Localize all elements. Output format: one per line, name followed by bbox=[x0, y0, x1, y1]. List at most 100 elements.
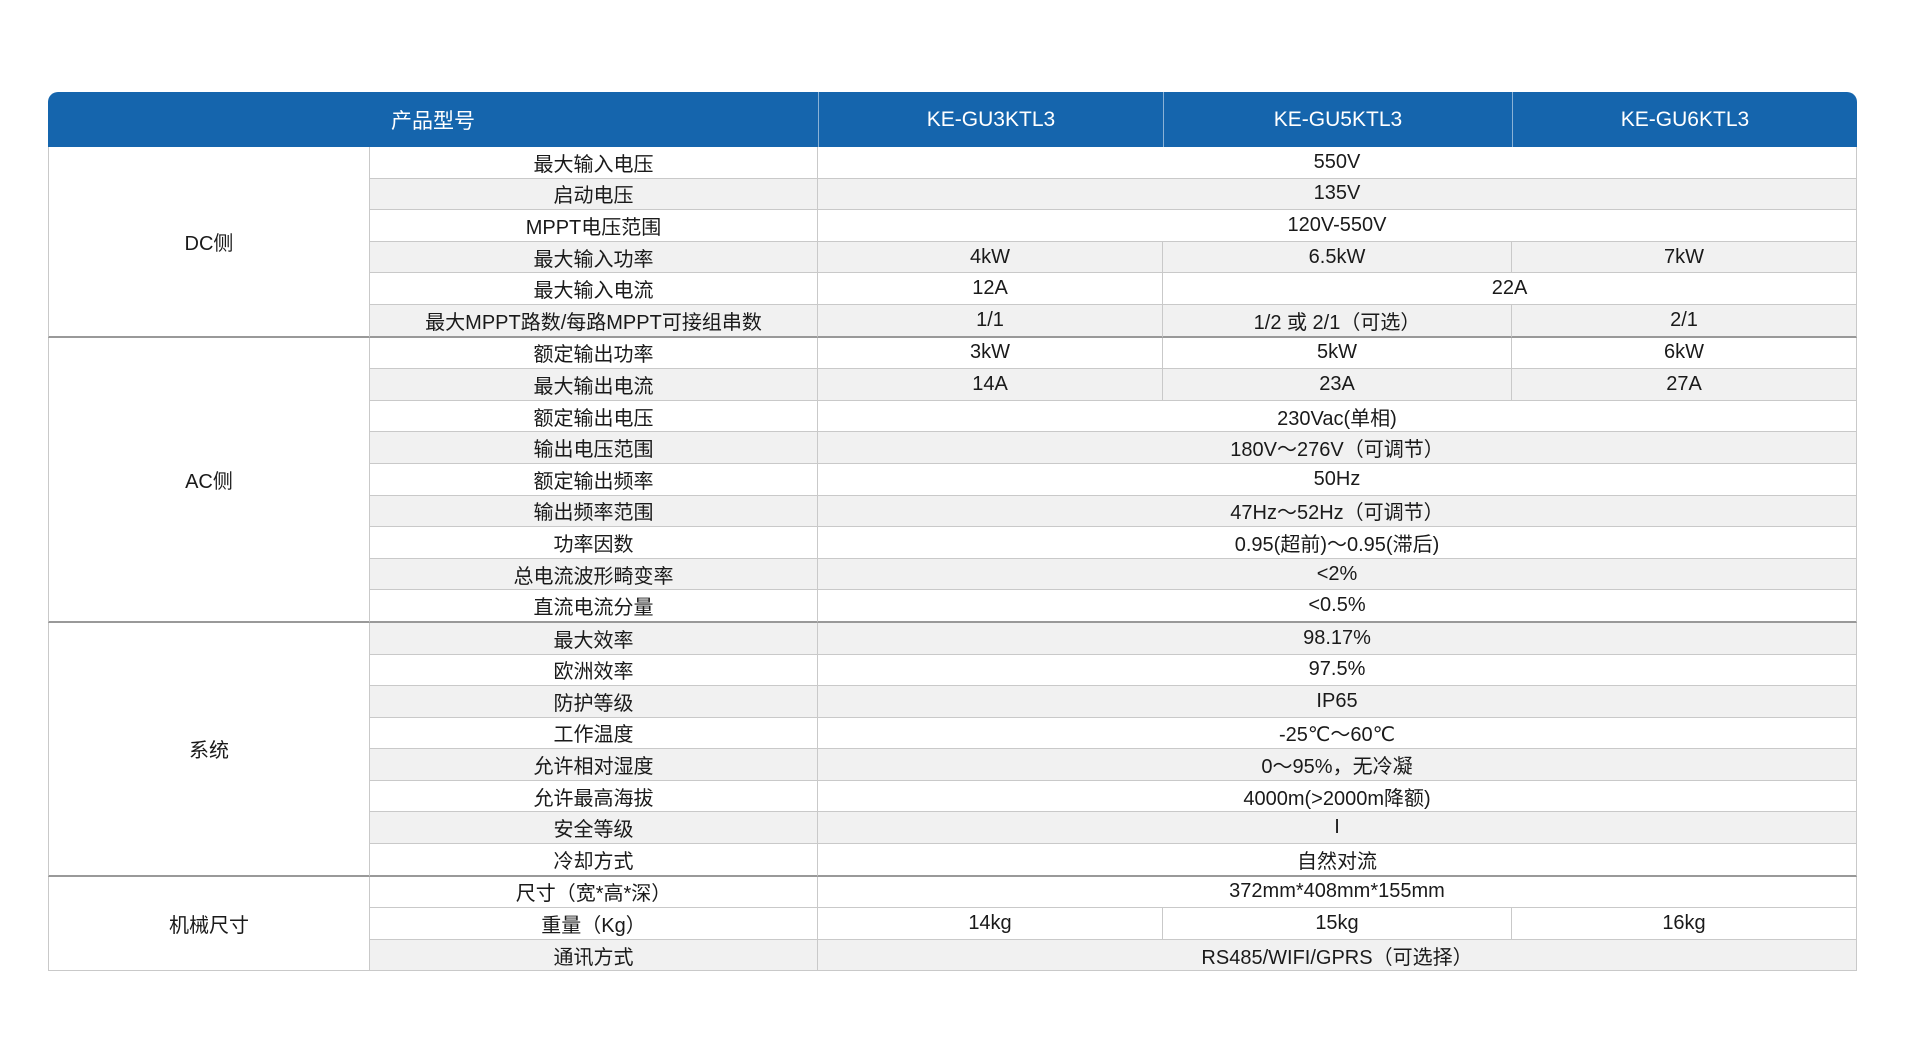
table-row: 系统 最大效率 98.17% bbox=[48, 622, 1857, 877]
value-cell: 230Vac(单相) bbox=[818, 400, 1857, 433]
table-row: AC侧 额定输出功率 3kW 5kW 6kW bbox=[48, 337, 1857, 623]
table-row: 通讯方式 RS485/WIFI/GPRS（可选择） bbox=[48, 939, 1857, 972]
value-cell: 120V-550V bbox=[818, 210, 1857, 242]
table-row: 最大输出电流 14A 23A 27A bbox=[48, 369, 1857, 401]
section-label: 机械尺寸 bbox=[48, 876, 370, 972]
value-cell: 135V bbox=[818, 178, 1857, 211]
section-label: DC侧 bbox=[48, 147, 370, 338]
param-label: 功率因数 bbox=[370, 527, 818, 559]
table-row: 允许最高海拔 4000m(>2000m降额) bbox=[48, 780, 1857, 813]
param-label: 最大输入功率 bbox=[370, 241, 818, 274]
param-label: 额定输出电压 bbox=[370, 400, 818, 433]
table-row: 最大输入功率 4kW 6.5kW 7kW bbox=[48, 241, 1857, 274]
section-label: AC侧 bbox=[48, 337, 370, 623]
table-row: 直流电流分量 <0.5% bbox=[48, 590, 1857, 623]
param-label: 允许最高海拔 bbox=[370, 780, 818, 813]
param-label: 欧洲效率 bbox=[370, 654, 818, 687]
value-cell: 47Hz～52Hz（可调节） bbox=[818, 495, 1857, 528]
param-label: 允许相对湿度 bbox=[370, 749, 818, 781]
table-row: 最大输入电流 12A 22A bbox=[48, 273, 1857, 305]
param-label: 直流电流分量 bbox=[370, 590, 818, 623]
value-cell: 3kW bbox=[818, 337, 1163, 370]
value-cell: 23A bbox=[1163, 369, 1512, 401]
value-cell: 16kg bbox=[1512, 908, 1857, 940]
table-row: MPPT电压范围 120V-550V bbox=[48, 210, 1857, 242]
value-cell: -25℃～60℃ bbox=[818, 717, 1857, 750]
param-label: 总电流波形畸变率 bbox=[370, 558, 818, 591]
value-cell: 5kW bbox=[1163, 337, 1512, 370]
param-label: 重量（Kg） bbox=[370, 908, 818, 940]
param-label: 尺寸（宽*高*深） bbox=[370, 876, 818, 909]
value-cell: IP65 bbox=[818, 686, 1857, 718]
table-row: 欧洲效率 97.5% bbox=[48, 654, 1857, 687]
table-row: 工作温度 -25℃～60℃ bbox=[48, 717, 1857, 750]
spec-table: 产品型号 KE-GU3KTL3 KE-GU5KTL3 KE-GU6KTL3 DC… bbox=[48, 92, 1857, 972]
param-label: 最大输入电压 bbox=[370, 147, 818, 179]
table-row: 启动电压 135V bbox=[48, 178, 1857, 211]
value-cell: 550V bbox=[818, 147, 1857, 179]
param-label: 最大MPPT路数/每路MPPT可接组串数 bbox=[370, 304, 818, 338]
value-cell: 4000m(>2000m降额) bbox=[818, 780, 1857, 813]
table-row: 功率因数 0.95(超前)～0.95(滞后) bbox=[48, 527, 1857, 559]
param-label: 安全等级 bbox=[370, 812, 818, 845]
table-row: 安全等级 I bbox=[48, 812, 1857, 845]
value-cell: 27A bbox=[1512, 369, 1857, 401]
table-row: 冷却方式 自然对流 bbox=[48, 844, 1857, 877]
value-cell: 98.17% bbox=[818, 622, 1857, 655]
value-cell: RS485/WIFI/GPRS（可选择） bbox=[818, 939, 1857, 972]
value-cell: 14kg bbox=[818, 908, 1163, 940]
value-cell: 1/1 bbox=[818, 304, 1163, 338]
model-header-ke-gu3ktl3: KE-GU3KTL3 bbox=[818, 92, 1163, 147]
value-cell: 2/1 bbox=[1512, 304, 1857, 338]
model-header-ke-gu6ktl3: KE-GU6KTL3 bbox=[1512, 92, 1857, 147]
param-label: 最大输出电流 bbox=[370, 369, 818, 401]
param-label: 通讯方式 bbox=[370, 939, 818, 972]
table-row: 最大MPPT路数/每路MPPT可接组串数 1/1 1/2 或 2/1（可选） 2/1 bbox=[48, 304, 1857, 338]
value-cell: 12A bbox=[818, 273, 1163, 305]
value-cell: 0～95%，无冷凝 bbox=[818, 749, 1857, 781]
value-cell: 0.95(超前)～0.95(滞后) bbox=[818, 527, 1857, 559]
value-cell: I bbox=[818, 812, 1857, 845]
param-label: 最大输入电流 bbox=[370, 273, 818, 305]
value-cell: 97.5% bbox=[818, 654, 1857, 687]
header-row: 产品型号 KE-GU3KTL3 KE-GU5KTL3 KE-GU6KTL3 bbox=[48, 92, 1857, 147]
spec-table-body: DC侧 最大输入电压 550V 启动电压 135V MPPT电压范围 120V-550V 最大… bbox=[48, 147, 1857, 972]
table-row: 输出电压范围 180V～276V（可调节） bbox=[48, 432, 1857, 464]
value-cell: 15kg bbox=[1163, 908, 1512, 940]
param-label: 工作温度 bbox=[370, 717, 818, 750]
table-row: 重量（Kg） 14kg 15kg 16kg bbox=[48, 908, 1857, 940]
table-row: 允许相对湿度 0～95%，无冷凝 bbox=[48, 749, 1857, 781]
value-cell: <0.5% bbox=[818, 590, 1857, 623]
table-row: 额定输出频率 50Hz bbox=[48, 463, 1857, 496]
value-cell: 180V～276V（可调节） bbox=[818, 432, 1857, 464]
spec-table-container: 产品型号 KE-GU3KTL3 KE-GU5KTL3 KE-GU6KTL3 DC… bbox=[48, 92, 1857, 972]
param-label: 额定输出功率 bbox=[370, 337, 818, 370]
product-model-header: 产品型号 bbox=[48, 92, 818, 147]
section-label: 系统 bbox=[48, 622, 370, 877]
value-cell: 1/2 或 2/1（可选） bbox=[1163, 304, 1512, 338]
value-cell: 14A bbox=[818, 369, 1163, 401]
param-label: 额定输出频率 bbox=[370, 463, 818, 496]
value-cell: 4kW bbox=[818, 241, 1163, 274]
param-label: 最大效率 bbox=[370, 622, 818, 655]
param-label: 冷却方式 bbox=[370, 844, 818, 877]
param-label: 启动电压 bbox=[370, 178, 818, 211]
value-cell: 7kW bbox=[1512, 241, 1857, 274]
param-label: 输出电压范围 bbox=[370, 432, 818, 464]
param-label: 防护等级 bbox=[370, 686, 818, 718]
value-cell: 6.5kW bbox=[1163, 241, 1512, 274]
table-row: DC侧 最大输入电压 550V bbox=[48, 147, 1857, 338]
table-row: 额定输出电压 230Vac(单相) bbox=[48, 400, 1857, 433]
value-cell: 6kW bbox=[1512, 337, 1857, 370]
param-label: MPPT电压范围 bbox=[370, 210, 818, 242]
table-row: 输出频率范围 47Hz～52Hz（可调节） bbox=[48, 495, 1857, 528]
value-cell: 自然对流 bbox=[818, 844, 1857, 877]
table-row: 总电流波形畸变率 <2% bbox=[48, 558, 1857, 591]
param-label: 输出频率范围 bbox=[370, 495, 818, 528]
table-row: 防护等级 IP65 bbox=[48, 686, 1857, 718]
model-header-ke-gu5ktl3: KE-GU5KTL3 bbox=[1163, 92, 1512, 147]
value-cell: 372mm*408mm*155mm bbox=[818, 876, 1857, 909]
table-row: 机械尺寸 尺寸（宽*高*深） 372mm*408mm*155mm bbox=[48, 876, 1857, 972]
value-cell: 50Hz bbox=[818, 463, 1857, 496]
